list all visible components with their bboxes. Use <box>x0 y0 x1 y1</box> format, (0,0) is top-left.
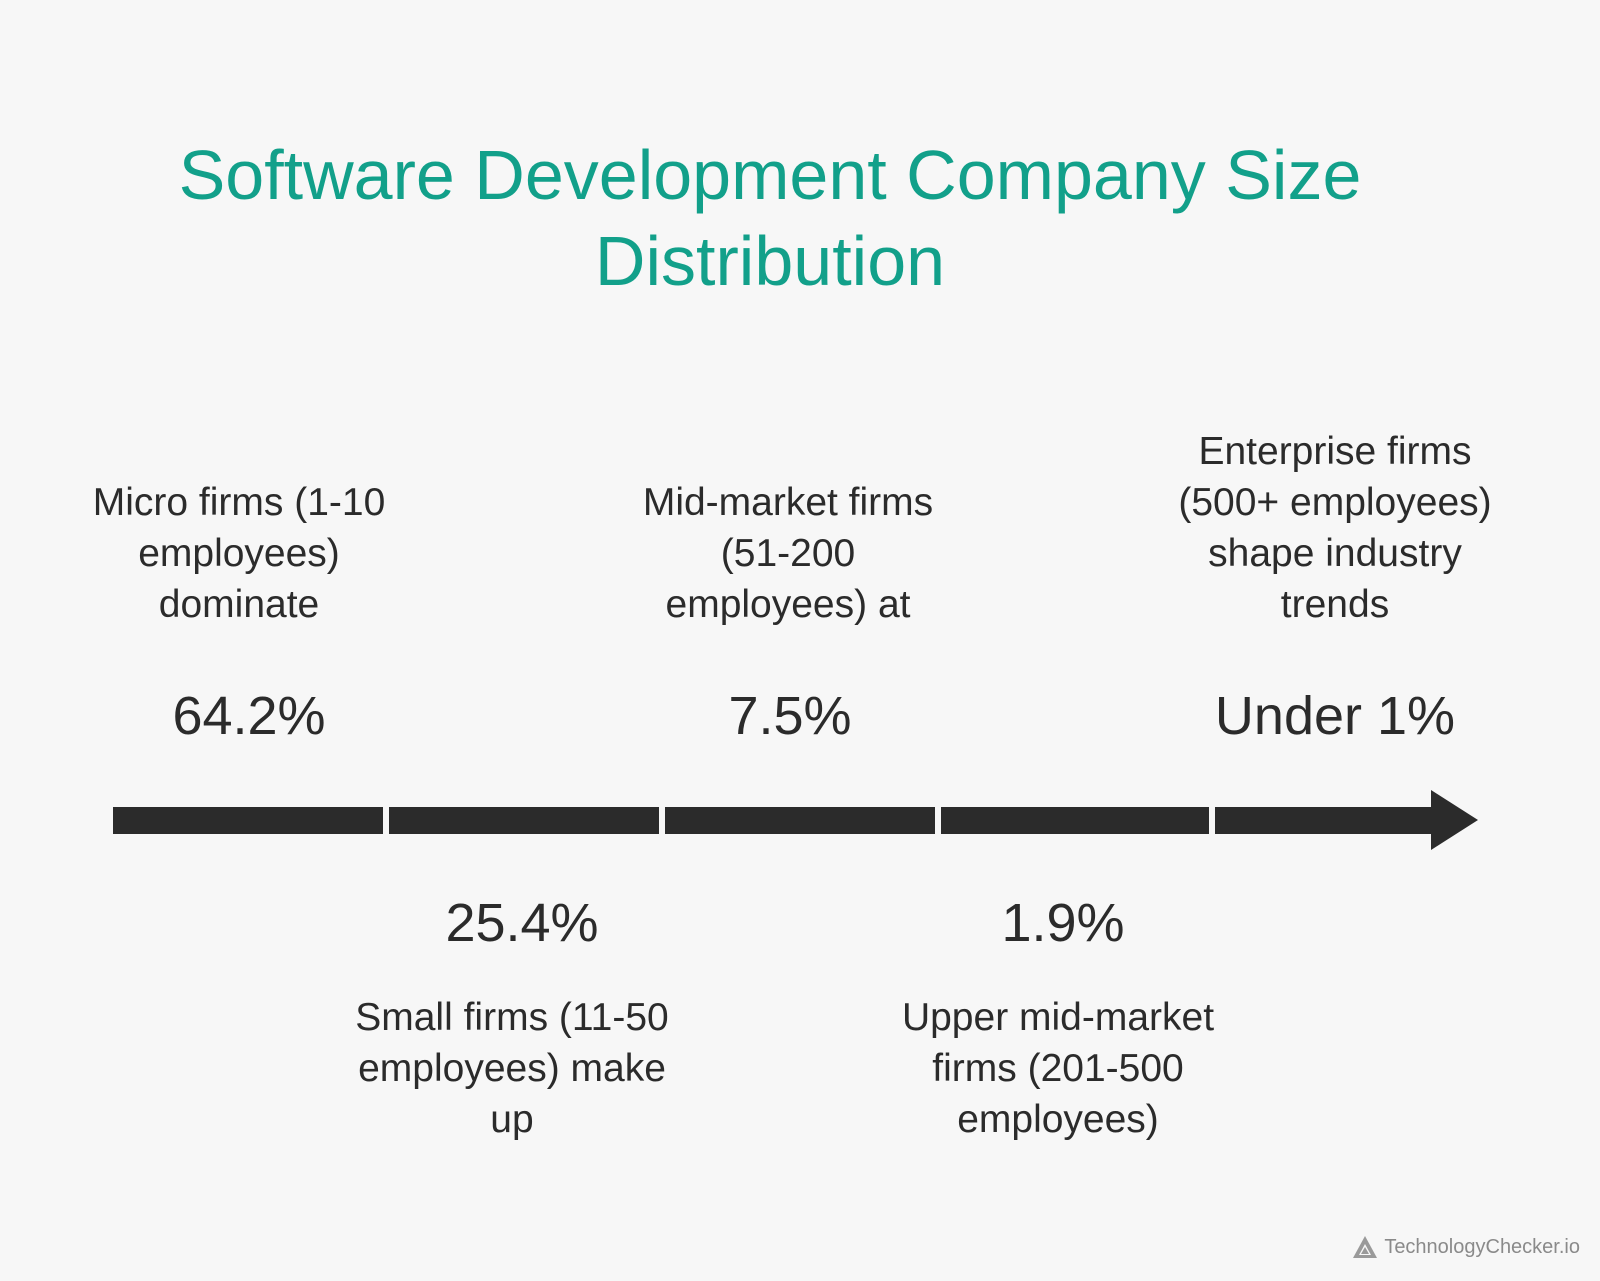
stage-label-micro: Micro firms (1-10 employees) dominate <box>49 426 429 630</box>
stage-value-micro: 64.2% <box>172 686 326 746</box>
timeline-segment-5 <box>1215 807 1435 834</box>
page-title: Software Development Company Size Distri… <box>100 132 1440 304</box>
stage-label-line: Mid-market firms <box>642 481 934 524</box>
stage-label-mid-market: Mid-market firms (51-200 employees) at <box>598 426 978 630</box>
stage-label-line: employees) at <box>665 583 911 626</box>
stage-label-upper-mid-market: Upper mid-market firms (201-500 employee… <box>868 992 1248 1145</box>
timeline-arrow <box>113 790 1478 850</box>
stage-label-line: trends <box>1280 583 1390 626</box>
stage-label-line: (51-200 <box>720 532 856 575</box>
stage-label-enterprise: Enterprise firms (500+ employees) shape … <box>1145 426 1525 630</box>
stage-value-mid-market: 7.5% <box>728 686 852 746</box>
stage-value-small: 25.4% <box>445 893 599 953</box>
stage-label-line: (500+ employees) <box>1178 481 1492 524</box>
stage-label-line: Upper mid-market <box>901 996 1215 1039</box>
title-line-2: Distribution <box>594 222 946 300</box>
stage-label-line: employees) <box>138 532 340 575</box>
title-line-1: Software Development Company Size <box>178 136 1362 214</box>
brand-watermark: TechnologyChecker.io <box>1352 1235 1580 1259</box>
timeline-segment-3 <box>665 807 935 834</box>
stage-label-line: firms (201-500 <box>932 1047 1184 1090</box>
stage-label-line: employees) make <box>358 1047 666 1090</box>
timeline-segment-2 <box>389 807 659 834</box>
stage-label-line: Micro firms (1-10 <box>92 481 386 524</box>
stage-value-enterprise: Under 1% <box>1214 686 1456 746</box>
arrow-head-icon <box>1431 790 1478 850</box>
stage-label-small: Small firms (11-50 employees) make up <box>322 992 702 1145</box>
stage-label-line: up <box>490 1098 534 1141</box>
brand-text: TechnologyChecker.io <box>1384 1235 1580 1258</box>
stage-label-line: shape industry <box>1208 532 1462 575</box>
stage-label-line: dominate <box>158 583 320 626</box>
stage-label-line: Enterprise firms <box>1198 430 1472 473</box>
triangle-logo-icon <box>1353 1236 1378 1258</box>
stage-label-line: Small firms (11-50 <box>355 996 669 1039</box>
timeline-segment-4 <box>941 807 1209 834</box>
timeline-segment-1 <box>113 807 383 834</box>
stage-label-line: employees) <box>957 1098 1159 1141</box>
stage-value-upper-mid-market: 1.9% <box>1001 893 1125 953</box>
